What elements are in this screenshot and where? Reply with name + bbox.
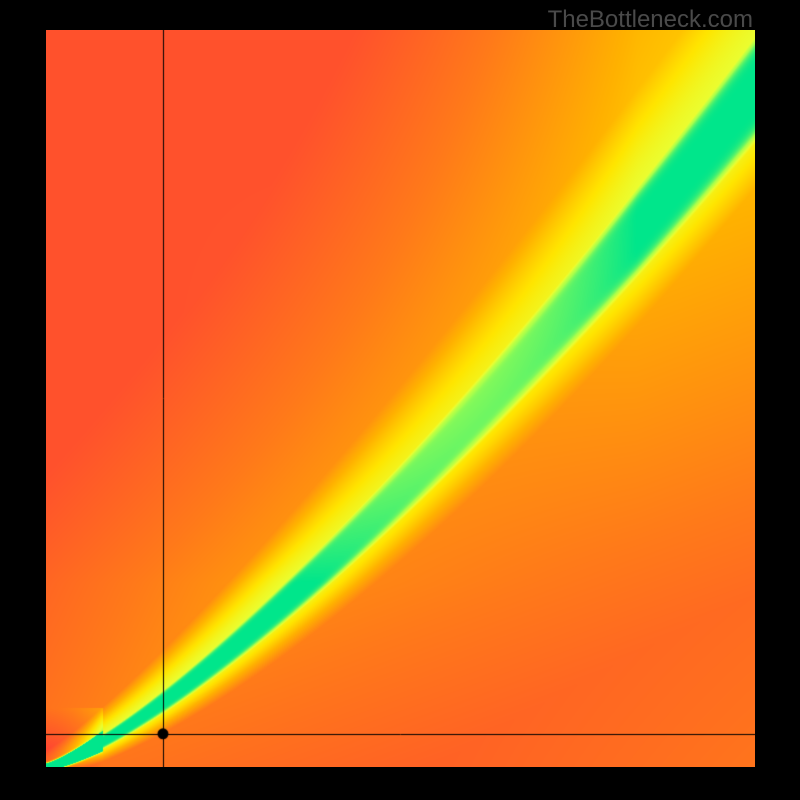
bottleneck-heatmap — [46, 30, 755, 767]
chart-container: TheBottleneck.com — [0, 0, 800, 800]
